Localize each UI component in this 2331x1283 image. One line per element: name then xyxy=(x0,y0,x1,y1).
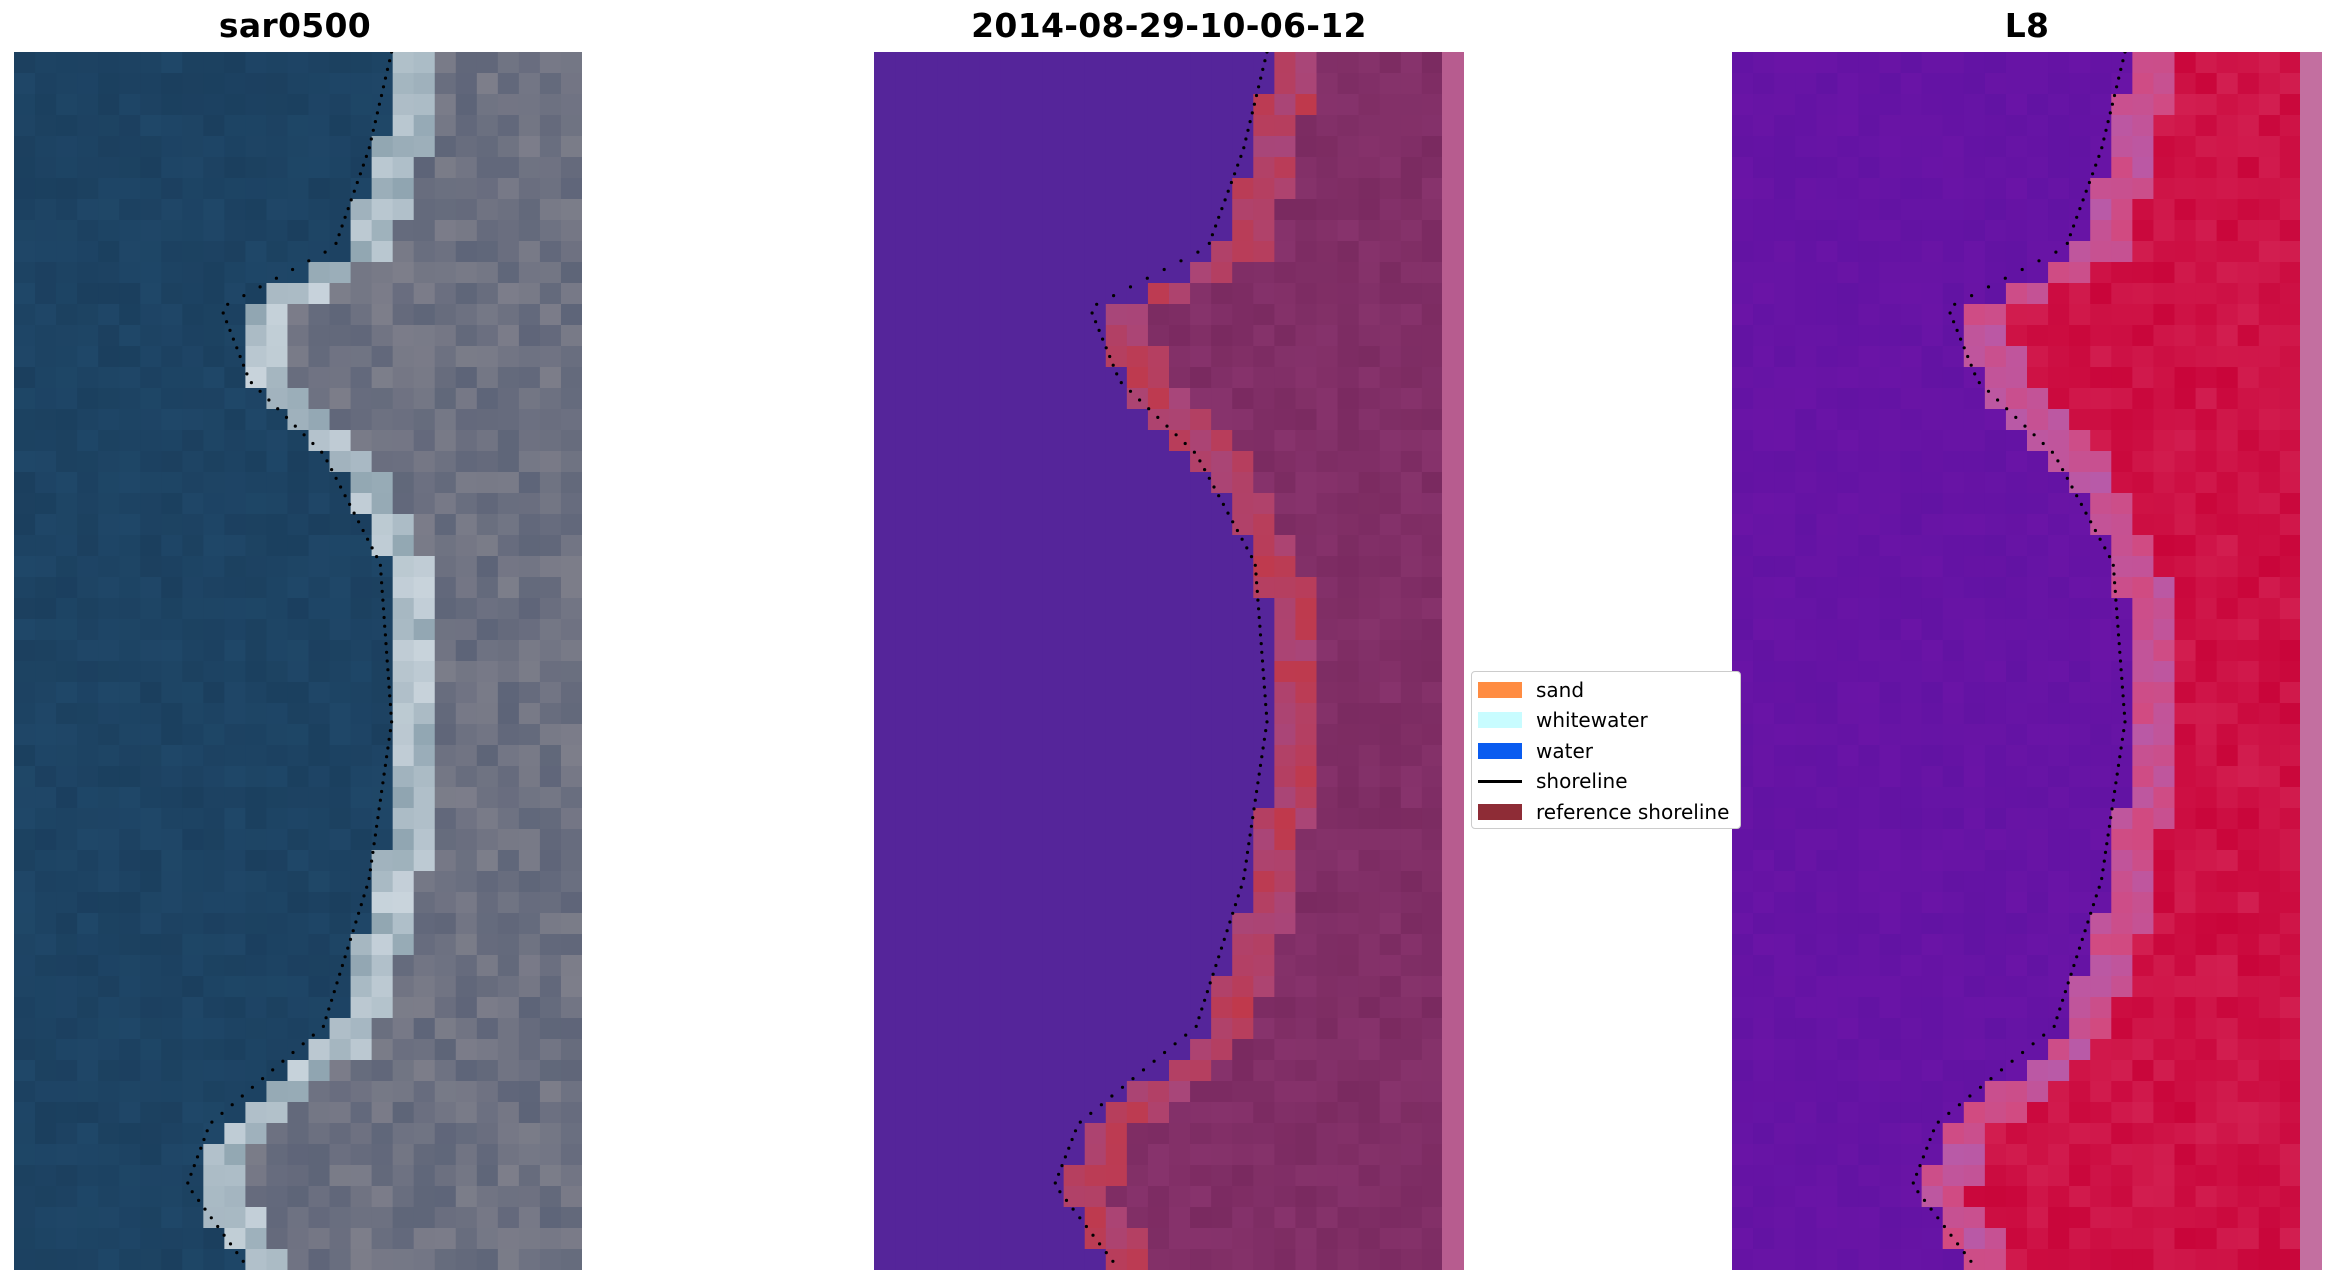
index-image-panel xyxy=(1732,52,2322,1270)
legend-item-sand: sand xyxy=(1478,678,1584,702)
legend-item-reference-shoreline: reference shoreline xyxy=(1478,800,1729,824)
panel-title-index: L8 xyxy=(2004,6,2050,45)
legend: sand whitewater water shoreline referenc… xyxy=(1471,671,1741,829)
legend-item-whitewater: whitewater xyxy=(1478,708,1648,732)
legend-item-shoreline: shoreline xyxy=(1478,769,1628,793)
panel-title-classified: 2014-08-29-10-06-12 xyxy=(971,6,1367,45)
legend-item-water: water xyxy=(1478,739,1593,763)
water-swatch xyxy=(1478,743,1522,759)
whitewater-swatch xyxy=(1478,712,1522,728)
classified-image-panel xyxy=(874,52,1464,1270)
rgb-image-panel xyxy=(14,52,582,1270)
shoreline-line-swatch xyxy=(1478,779,1522,783)
reference-shoreline-swatch xyxy=(1478,804,1522,820)
sand-swatch xyxy=(1478,682,1522,698)
panel-title-rgb: sar0500 xyxy=(218,6,372,45)
